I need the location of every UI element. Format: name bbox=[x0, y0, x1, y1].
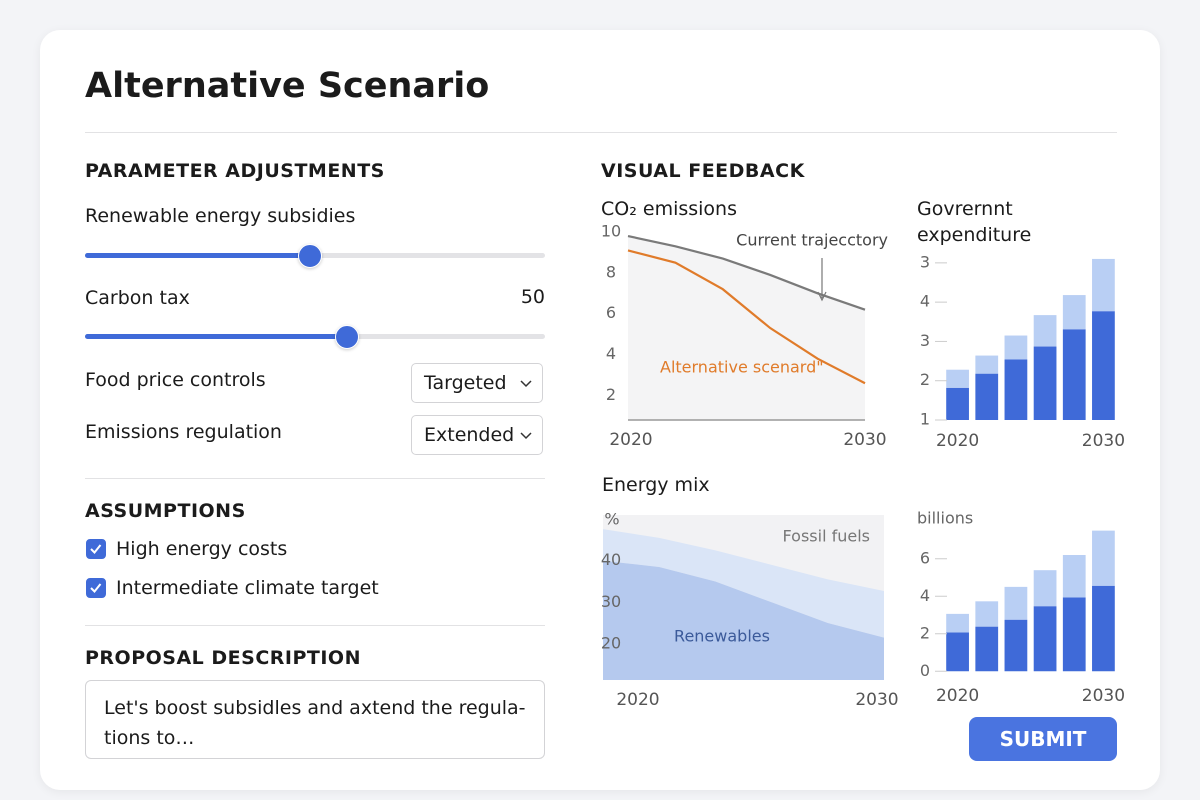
submit-button[interactable]: SUBMIT bbox=[969, 717, 1117, 761]
bar-segment bbox=[1004, 619, 1028, 672]
bar-segment bbox=[1004, 359, 1028, 420]
bar-segment bbox=[1062, 295, 1086, 330]
slider-fill bbox=[85, 253, 310, 258]
y-tick-label: 40 bbox=[601, 550, 621, 569]
bar-segment bbox=[1092, 311, 1115, 420]
line bbox=[627, 235, 866, 311]
bar-segment bbox=[946, 632, 969, 672]
dropdown[interactable]: Extended bbox=[411, 415, 543, 455]
y-tick-label: 3 bbox=[920, 331, 930, 350]
bar-segment bbox=[1033, 346, 1057, 420]
y-tick-label: 2 bbox=[920, 370, 930, 389]
y-tick-label: 1 bbox=[920, 410, 930, 429]
annotation-arrow bbox=[817, 258, 827, 302]
area bbox=[603, 560, 884, 680]
checkmark bbox=[90, 583, 102, 593]
slider-fill bbox=[85, 334, 347, 339]
checkbox[interactable] bbox=[86, 578, 106, 598]
bar-segment bbox=[975, 626, 999, 672]
slider-knob[interactable] bbox=[298, 244, 322, 268]
y-tick-label: 30 bbox=[601, 592, 621, 611]
bar-segment bbox=[975, 355, 999, 374]
bar-segment bbox=[946, 613, 969, 633]
area bbox=[603, 529, 884, 638]
y-tick-label: 4 bbox=[920, 292, 930, 311]
divider bbox=[85, 132, 1117, 133]
dropdown-value: Extended bbox=[424, 424, 515, 446]
x-tick-label: 2030 bbox=[843, 430, 886, 450]
bar-segment bbox=[1062, 329, 1086, 420]
y-tick-label: 20 bbox=[601, 633, 621, 652]
chart-title: Govrernnt expenditure bbox=[917, 198, 1032, 246]
bar-segment bbox=[1033, 606, 1057, 672]
y-unit: % bbox=[604, 510, 619, 529]
y-tick-label: 4 bbox=[920, 586, 930, 605]
x-tick-label: 2020 bbox=[609, 430, 652, 450]
area-fill bbox=[628, 236, 865, 420]
slider-label: Renewable energy subsidies bbox=[85, 205, 356, 227]
x-tick-label: 2020 bbox=[936, 431, 979, 451]
chevron bbox=[520, 380, 532, 388]
bar-segment bbox=[1092, 585, 1115, 672]
series-label: Fossil fuels bbox=[783, 527, 870, 546]
chart-title: Energy mix bbox=[602, 474, 710, 496]
y-tick-label: 0 bbox=[920, 661, 930, 680]
text-area[interactable]: Let's boost subsidles and axtend the reg… bbox=[85, 680, 545, 759]
section-heading: ASSUMPTIONS bbox=[85, 500, 246, 522]
bar-segment bbox=[1062, 555, 1086, 598]
x-tick-label: 2020 bbox=[936, 686, 979, 706]
divider bbox=[85, 478, 545, 479]
y-tick-label: 2 bbox=[920, 623, 930, 642]
checkbox[interactable] bbox=[86, 539, 106, 559]
series-label: Renewables bbox=[674, 627, 770, 646]
dropdown-value: Targeted bbox=[424, 372, 507, 394]
x-tick-label: 2030 bbox=[1082, 431, 1125, 451]
slider-label: Carbon tax bbox=[85, 287, 190, 309]
bar-segment bbox=[975, 601, 999, 627]
page-title: Alternative Scenario bbox=[85, 66, 490, 106]
y-tick-label: 6 bbox=[920, 548, 930, 567]
checkmark bbox=[90, 544, 102, 554]
chart-title: CO₂ emissions bbox=[601, 198, 737, 220]
dropdown-label: Food price controls bbox=[85, 369, 266, 391]
x-tick-label: 2020 bbox=[616, 690, 659, 710]
bar-segment bbox=[1092, 258, 1115, 312]
dropdown[interactable]: Targeted bbox=[411, 363, 543, 403]
slider-value: 50 bbox=[520, 286, 545, 308]
y-tick-label: 6 bbox=[606, 303, 616, 322]
y-tick-label: 2 bbox=[606, 385, 616, 404]
chevron bbox=[520, 432, 532, 440]
series-label: Current trajecctory bbox=[736, 231, 888, 250]
y-tick-label: 8 bbox=[606, 262, 616, 281]
bar-segment bbox=[1062, 597, 1086, 672]
bar-segment bbox=[946, 369, 969, 388]
y-tick-label: 3 bbox=[920, 252, 930, 271]
bar-segment bbox=[946, 387, 969, 420]
dropdown-label: Emissions regulation bbox=[85, 421, 282, 443]
bar-segment bbox=[1033, 315, 1057, 347]
series-label: Alternative scenard" bbox=[660, 358, 824, 377]
bar-segment bbox=[1092, 530, 1115, 586]
y-unit: billions bbox=[917, 509, 973, 528]
x-tick-label: 2030 bbox=[855, 690, 898, 710]
section-heading: PARAMETER ADJUSTMENTS bbox=[85, 160, 385, 182]
bar-segment bbox=[1004, 335, 1028, 360]
bar-segment bbox=[1033, 570, 1057, 607]
line bbox=[627, 249, 866, 385]
divider bbox=[85, 625, 545, 626]
section-heading: VISUAL FEEDBACK bbox=[601, 160, 805, 182]
slider-knob[interactable] bbox=[335, 325, 359, 349]
section-heading: PROPOSAL DESCRIPTION bbox=[85, 647, 361, 669]
card bbox=[40, 30, 1160, 790]
x-tick-label: 2030 bbox=[1082, 686, 1125, 706]
bar-segment bbox=[975, 373, 999, 420]
y-tick-label: 4 bbox=[606, 344, 616, 363]
checkbox-label: Intermediate climate target bbox=[116, 577, 379, 599]
checkbox-label: High energy costs bbox=[116, 538, 288, 560]
y-tick-label: 10 bbox=[601, 222, 621, 241]
bar-segment bbox=[1004, 586, 1028, 620]
